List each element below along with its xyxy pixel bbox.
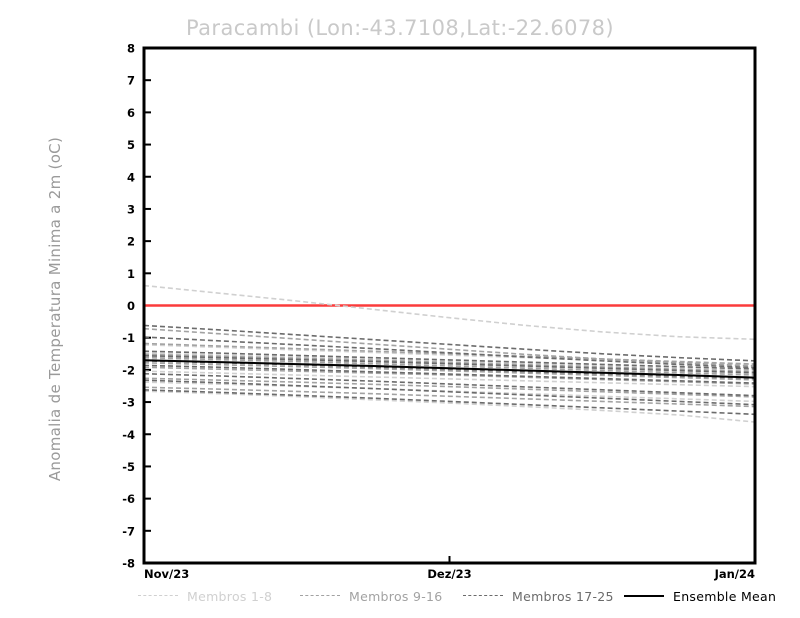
series-line xyxy=(143,386,756,408)
y-tick-label: -4 xyxy=(122,428,135,442)
x-axis-ticks: Nov/23 Dez/23 Jan/24 xyxy=(143,556,756,581)
y-tick-label: 2 xyxy=(127,235,135,249)
series-line xyxy=(143,342,756,365)
series-line xyxy=(143,389,756,416)
y-tick-label: 0 xyxy=(127,299,135,313)
series-line xyxy=(143,284,756,341)
y-tick-label: -6 xyxy=(122,492,135,506)
series-line xyxy=(143,366,756,385)
series-line xyxy=(143,364,756,384)
y-tick-label: -3 xyxy=(122,396,135,410)
series-line xyxy=(143,359,756,379)
chart-legend: Membros 1-8 Membros 9-16 Membros 17-25 Ense… xyxy=(0,586,800,608)
legend-label: Membros 1-8 xyxy=(187,588,273,604)
y-tick-label: 5 xyxy=(127,138,135,152)
axes-frame xyxy=(142,46,757,565)
series-line xyxy=(143,379,756,406)
legend-swatch-dashed xyxy=(138,591,178,601)
y-tick-label: 4 xyxy=(127,170,135,184)
y-tick-label: -5 xyxy=(122,460,135,474)
series-line xyxy=(143,390,756,423)
series-line xyxy=(143,343,756,366)
series-line xyxy=(143,350,756,370)
series-line xyxy=(143,353,756,373)
series-line xyxy=(143,324,756,362)
legend-entry: Membros 1-8 xyxy=(138,586,272,606)
series-line xyxy=(143,372,756,397)
y-tick-label: 1 xyxy=(127,267,135,281)
y-tick-label: -2 xyxy=(122,363,135,377)
y-tick-label: -1 xyxy=(122,331,135,345)
x-tick-label: Dez/23 xyxy=(427,567,471,581)
chart-title: Paracambi (Lon:-43.7108,Lat:-22.6078) xyxy=(186,16,614,40)
series-lines xyxy=(143,284,756,423)
series-line xyxy=(143,336,756,369)
y-tick-label: -8 xyxy=(122,557,135,571)
legend-entry: Ensemble Mean xyxy=(624,586,776,606)
y-tick-label: -7 xyxy=(122,524,135,538)
series-line xyxy=(143,370,756,388)
legend-swatch-dashed xyxy=(463,591,503,601)
y-tick-label: 8 xyxy=(127,42,135,56)
y-tick-label: 6 xyxy=(127,106,135,120)
legend-label: Ensemble Mean xyxy=(673,588,777,604)
legend-label: Membros 17-25 xyxy=(512,588,614,604)
y-tick-label: 7 xyxy=(127,74,135,88)
series-line xyxy=(143,327,756,367)
series-line xyxy=(143,352,756,371)
series-line xyxy=(143,361,756,381)
y-tick-label: 3 xyxy=(127,202,135,216)
series-line xyxy=(143,356,756,376)
legend-entry: Membros 9-16 xyxy=(300,586,443,606)
series-line xyxy=(143,377,756,398)
x-tick-label: Nov/23 xyxy=(144,567,189,581)
legend-swatch-solid xyxy=(624,591,664,601)
legend-label: Membros 9-16 xyxy=(349,588,443,604)
series-line xyxy=(143,354,756,374)
x-tick-label: Jan/24 xyxy=(714,567,755,581)
legend-swatch-dashed xyxy=(300,591,340,601)
legend-entry: Membros 17-25 xyxy=(463,586,614,606)
